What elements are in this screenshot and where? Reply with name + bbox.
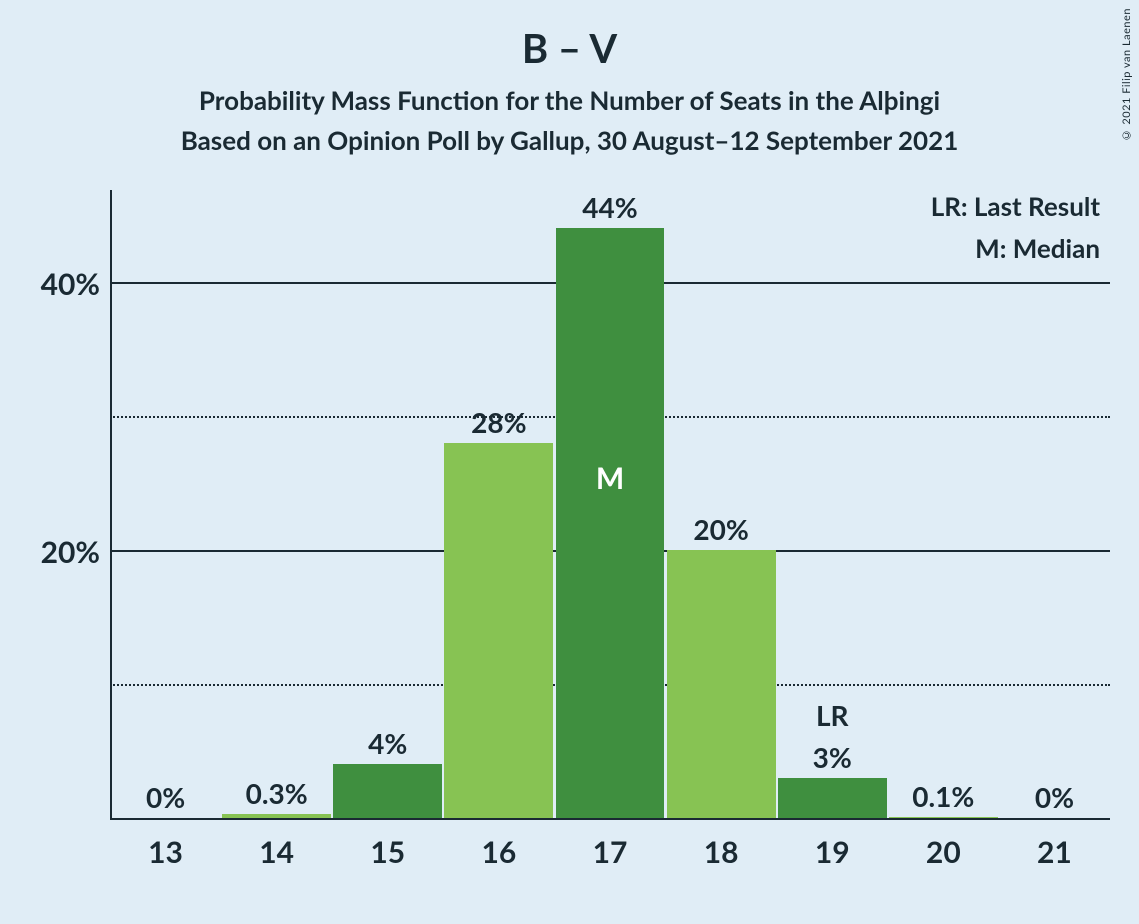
bar-value-label: 20% (693, 512, 748, 546)
bar-value-label: 28% (471, 405, 526, 439)
y-axis (110, 190, 112, 820)
bar-value-label: 0% (1035, 780, 1074, 814)
legend: LR: Last Result M: Median (931, 190, 1100, 274)
legend-lr: LR: Last Result (931, 190, 1100, 222)
x-tick-label: 19 (815, 834, 850, 870)
x-tick-label: 18 (704, 834, 739, 870)
x-tick-label: 21 (1037, 834, 1072, 870)
bar (333, 764, 442, 818)
bar-value-label: 4% (368, 726, 407, 760)
bar (444, 443, 553, 818)
x-tick-label: 15 (370, 834, 405, 870)
y-tick-label: 20% (20, 534, 100, 570)
x-tick-label: 13 (148, 834, 183, 870)
bar-value-label: 44% (582, 190, 637, 224)
bar (667, 550, 776, 818)
bar-value-label: 3% (813, 740, 852, 774)
y-tick-label: 40% (20, 266, 100, 302)
bar (889, 817, 998, 818)
bar-lr-label: LR (816, 698, 849, 732)
x-tick-label: 20 (926, 834, 961, 870)
chart-container: B – V Probability Mass Function for the … (0, 0, 1139, 924)
bar (778, 778, 887, 818)
bar (556, 228, 665, 818)
bar-value-label: 0.3% (246, 776, 308, 810)
bar-median-label: M (596, 460, 624, 496)
x-tick-label: 17 (593, 834, 628, 870)
x-axis (110, 818, 1110, 820)
legend-m: M: Median (931, 232, 1100, 264)
copyright-notice: © 2021 Filip van Laenen (1120, 8, 1133, 141)
x-tick-label: 14 (259, 834, 294, 870)
bar (222, 814, 331, 818)
bar-value-label: 0% (146, 780, 185, 814)
x-tick-label: 16 (481, 834, 516, 870)
chart-subtitle-line1: Probability Mass Function for the Number… (0, 84, 1139, 116)
bar-value-label: 0.1% (912, 779, 974, 813)
chart-title: B – V (0, 24, 1139, 72)
plot-area: LR: Last Result M: Median 0% 0.3% 4% 28% 44%… (110, 190, 1110, 870)
chart-subtitle-line2: Based on an Opinion Poll by Gallup, 30 A… (0, 124, 1139, 156)
